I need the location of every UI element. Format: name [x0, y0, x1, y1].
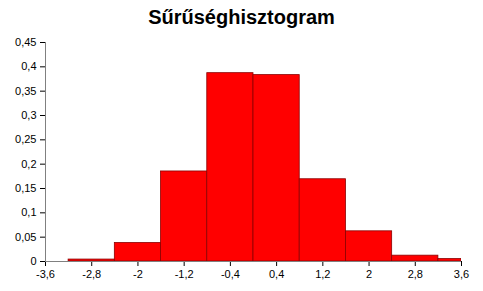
svg-text:0,45: 0,45 [15, 36, 36, 48]
svg-text:1,2: 1,2 [315, 268, 330, 280]
svg-text:-3,6: -3,6 [36, 268, 55, 280]
svg-text:-1,2: -1,2 [175, 268, 194, 280]
svg-text:0,35: 0,35 [15, 85, 36, 97]
svg-text:0,4: 0,4 [21, 60, 36, 72]
svg-text:0,1: 0,1 [21, 206, 36, 218]
svg-text:2,8: 2,8 [408, 268, 423, 280]
svg-text:0,3: 0,3 [21, 109, 36, 121]
svg-text:-2: -2 [133, 268, 143, 280]
svg-text:3,6: 3,6 [454, 268, 469, 280]
svg-text:0,15: 0,15 [15, 182, 36, 194]
svg-text:0,2: 0,2 [21, 158, 36, 170]
svg-text:2: 2 [366, 268, 372, 280]
svg-text:0,05: 0,05 [15, 231, 36, 243]
svg-text:0: 0 [30, 255, 36, 267]
html-text:Sűrűséghisztogram: Sűrűséghisztogram [148, 6, 335, 28]
svg-text:0,25: 0,25 [15, 133, 36, 145]
svg-text:-2,8: -2,8 [82, 268, 101, 280]
svg-text:0,4: 0,4 [269, 268, 284, 280]
svg-text:-0,4: -0,4 [221, 268, 240, 280]
